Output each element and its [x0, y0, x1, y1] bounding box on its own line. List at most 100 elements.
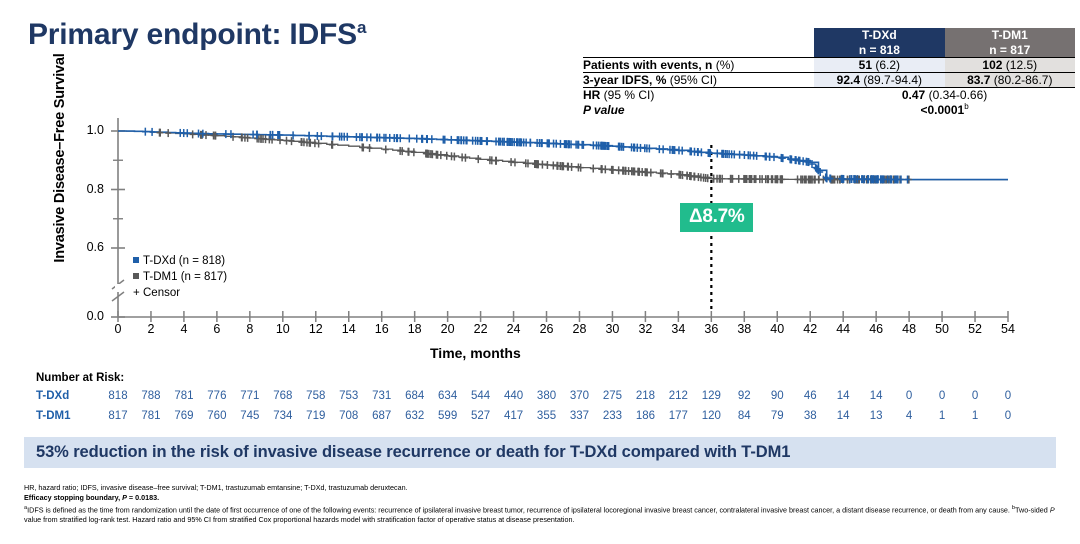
row1-value-tdm1: 83.7 (80.2-86.7): [944, 72, 1075, 88]
number-at-risk-cell: 0: [971, 390, 979, 402]
number-at-risk-cell: 120: [701, 410, 721, 422]
results-table-corner-cell: [583, 28, 815, 58]
pvalue-label: P value: [583, 102, 625, 117]
x-tick-label: 22: [473, 322, 488, 336]
results-table-header-tdm1: T-DM1 n = 817: [944, 28, 1075, 58]
curve-tdm1: [118, 130, 1008, 181]
footnote-pvalue-p: P: [1049, 505, 1055, 515]
conclusion-banner: 53% reduction in the risk of invasive di…: [24, 437, 1056, 468]
number-at-risk-row-label-t-dxd: T-DXd: [36, 390, 70, 402]
footnote-marker-b: b: [1011, 505, 1016, 512]
legend-plus-icon: +: [133, 287, 140, 299]
x-tick-label: 18: [407, 322, 422, 336]
pvalue-superscript: b: [964, 102, 969, 112]
x-tick-label: 40: [770, 322, 785, 336]
row0-label-bold: Patients with events, n: [583, 58, 713, 73]
table-row-hr: HR (95 % CI) 0.47 (0.34-0.66): [583, 87, 1075, 103]
hr-value-norm: (0.34-0.66): [925, 88, 988, 103]
footnote-efficacy-boundary: Efficacy stopping boundary, P = 0.0183.: [24, 493, 1064, 503]
x-tick-label: 54: [1001, 322, 1015, 336]
number-at-risk-cell: 129: [701, 390, 721, 402]
km-chart-svg: [111, 118, 1009, 322]
number-at-risk-cell: 186: [635, 410, 655, 422]
number-at-risk-cell: 417: [503, 410, 524, 422]
number-at-risk-cell: 527: [470, 410, 491, 422]
number-at-risk-cell: 370: [569, 390, 590, 402]
number-at-risk-cell: 218: [635, 390, 655, 402]
number-at-risk-title: Number at Risk:: [36, 372, 125, 384]
number-at-risk-cell: 687: [372, 410, 392, 422]
number-at-risk-cell: 544: [470, 390, 491, 402]
x-tick-label: 30: [605, 322, 620, 336]
row-label-hr: HR (95 % CI): [583, 88, 814, 103]
x-tick-label: 26: [539, 322, 554, 336]
header-tdm1-n: n = 817: [989, 42, 1031, 57]
number-at-risk-cell: 776: [207, 390, 227, 402]
row-label-patients-with-events: Patients with events, n (%): [583, 58, 814, 73]
number-at-risk-cell: 212: [668, 390, 688, 402]
number-at-risk-cell: 771: [240, 390, 260, 402]
footnote-efficacy-a: Efficacy stopping boundary,: [24, 492, 123, 502]
number-at-risk-cell: 734: [273, 410, 293, 422]
row0-tdm1-bold: 102: [982, 58, 1003, 73]
x-tick-label: 24: [506, 322, 521, 336]
chart-legend: T-DXd (n = 818) T-DM1 (n = 817) + Censor: [133, 253, 227, 301]
y-tick-label: 1.0: [86, 123, 104, 137]
pvalue-value: <0.0001: [920, 103, 965, 118]
header-tdxd-name: T-DXd: [862, 28, 897, 42]
footnotes: HR, hazard ratio; IDFS, invasive disease…: [24, 483, 1064, 525]
chart-axes: [117, 118, 1008, 318]
number-at-risk-cell: 1: [938, 410, 946, 422]
number-at-risk-row-label-t-dm1: T-DM1: [36, 410, 71, 422]
x-tick-label: 42: [803, 322, 818, 336]
row1-value-tdxd: 92.4 (89.7-94.4): [814, 72, 945, 88]
hr-value-bold: 0.47: [901, 88, 926, 103]
delta-badge: Δ8.7%: [680, 203, 754, 232]
x-tick-label: 38: [737, 322, 752, 336]
row1-tdxd-norm: (89.7-94.4): [860, 73, 923, 88]
x-tick-label: 20: [440, 322, 455, 336]
row-label-pvalue: P value: [583, 102, 814, 117]
number-at-risk-cell: 0: [905, 390, 913, 402]
number-at-risk-cell: 760: [207, 410, 227, 422]
table-row: 3-year IDFS, % (95% CI) 92.4 (89.7-94.4)…: [583, 72, 1075, 88]
row0-label-norm: (%): [712, 58, 735, 73]
x-tick-marks: [117, 311, 1009, 322]
number-at-risk-cell: 177: [668, 410, 688, 422]
number-at-risk-cell: 768: [273, 390, 293, 402]
number-at-risk-cell: 90: [770, 390, 784, 402]
results-table-header-tdxd: T-DXd n = 818: [814, 28, 945, 58]
row1-tdxd-bold: 92.4: [836, 73, 861, 88]
number-at-risk-cell: 14: [869, 390, 883, 402]
number-at-risk-cell: 337: [569, 410, 590, 422]
legend-item-tdxd: T-DXd (n = 818): [133, 253, 227, 269]
number-at-risk-cell: 233: [602, 410, 623, 422]
number-at-risk-cell: 781: [174, 390, 194, 402]
x-tick-label: 50: [935, 322, 950, 336]
number-at-risk-cell: 599: [438, 410, 458, 422]
row0-tdm1-norm: (12.5): [1002, 58, 1038, 73]
number-at-risk-cell: 731: [372, 390, 392, 402]
number-at-risk-cell: 817: [108, 410, 128, 422]
number-at-risk-cell: 745: [240, 410, 260, 422]
hr-label-norm: (95 % CI): [600, 88, 655, 103]
number-at-risk-cell: 758: [306, 390, 326, 402]
legend-label-tdxd: T-DXd (n = 818): [143, 255, 226, 267]
number-at-risk-cell: 79: [770, 410, 784, 422]
number-at-risk-cell: 380: [536, 390, 557, 402]
footnote-idfs-definition: IDFS is defined as the time from randomi…: [27, 505, 1012, 515]
page-title-text: Primary endpoint: IDFS: [28, 18, 357, 51]
x-tick-label: 28: [572, 322, 587, 336]
x-tick-label: 10: [275, 322, 290, 336]
number-at-risk-cell: 13: [869, 410, 883, 422]
y-tick-label: 0.6: [86, 240, 104, 254]
row1-tdm1-norm: (80.2-86.7): [990, 73, 1053, 88]
number-at-risk-cell: 684: [405, 390, 425, 402]
row0-value-tdxd: 51 (6.2): [814, 57, 945, 73]
footnote-pvalue-method-2: value from stratified log-rank test. Haz…: [24, 515, 575, 525]
legend-label-tdm1: T-DM1 (n = 817): [143, 271, 228, 283]
hr-label-bold: HR: [583, 88, 601, 103]
x-tick-label: 0: [114, 322, 122, 336]
x-tick-label: 36: [704, 322, 719, 336]
table-row-pvalue: P value <0.0001b: [583, 102, 1075, 118]
